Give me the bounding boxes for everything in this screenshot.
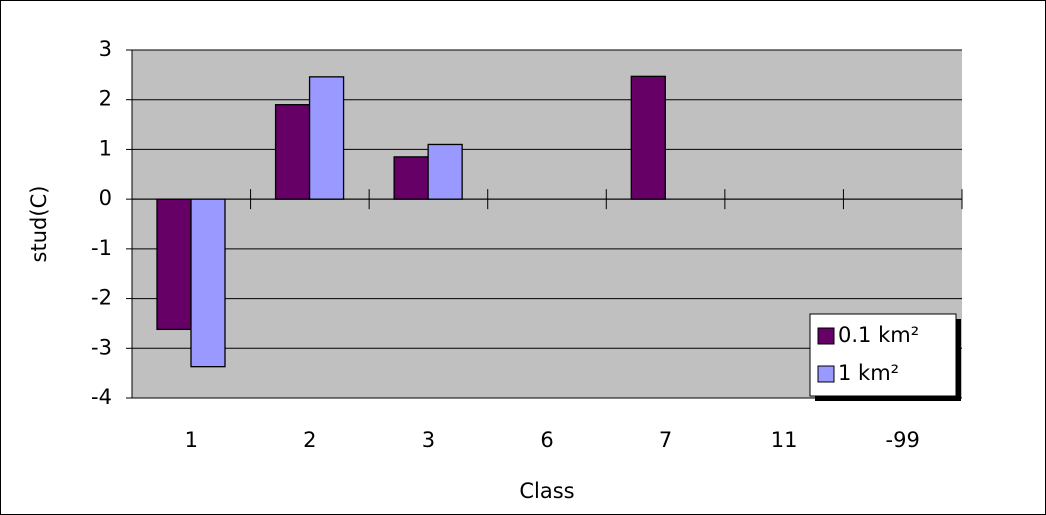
bar [308,76,345,200]
x-tick-label: 7 [659,428,672,452]
x-tick-label: 6 [540,428,553,452]
y-tick-label: 2 [99,87,112,111]
y-tick-label: -1 [91,236,112,260]
bar [427,143,463,200]
bar [630,75,666,200]
x-tick-label: 11 [771,428,798,452]
y-tick-label: -3 [91,335,112,359]
y-tick-label: 1 [99,136,112,160]
x-tick-label: 2 [303,428,316,452]
x-tick-label: 1 [185,428,198,452]
x-tick-label: 3 [422,428,435,452]
x-axis-title: Class [519,479,574,503]
legend-label: 0.1 km² [838,323,919,347]
legend-label: 1 km² [838,361,899,385]
y-tick-label: 0 [99,186,112,210]
y-tick-label: -2 [91,286,112,310]
y-axis-title: stud(C) [27,186,51,263]
bar [156,198,192,331]
bar [393,156,429,200]
x-tick-label: -99 [886,428,920,452]
y-tick-label: 3 [99,37,112,61]
legend-swatch [817,365,835,383]
y-tick-label: -4 [91,385,112,409]
bar [274,104,311,200]
bar [190,198,226,368]
legend-swatch [817,327,835,345]
